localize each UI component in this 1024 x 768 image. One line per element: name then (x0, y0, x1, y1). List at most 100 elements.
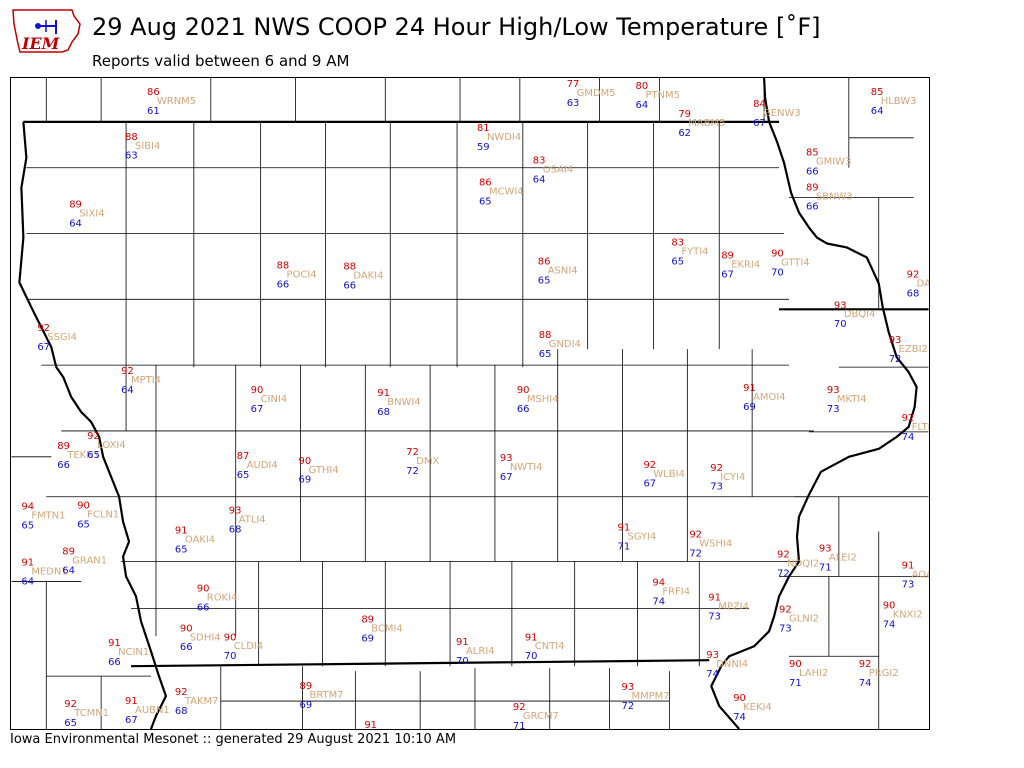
low-temp-label: 70 (771, 267, 784, 278)
low-temp-label: 69 (743, 402, 756, 413)
low-temp-label: 66 (806, 167, 819, 178)
map-title: 29 Aug 2021 NWS COOP 24 Hour High/Low Te… (92, 13, 821, 41)
station-id-label: WSHI4 (699, 539, 732, 550)
high-temp-label: 92 (902, 413, 915, 424)
station-id-label: CNTI4 (535, 641, 565, 652)
high-temp-label: 93 (834, 300, 847, 311)
station-id-label: TCMN1 (73, 708, 109, 719)
state-borders (18, 78, 929, 729)
high-temp-label: 92 (777, 550, 790, 561)
low-temp-label: 66 (277, 279, 290, 290)
high-temp-label: 93 (889, 335, 902, 346)
high-temp-label: 89 (300, 681, 313, 692)
high-temp-label: 91 (525, 632, 538, 643)
low-temp-label: 68 (907, 288, 920, 299)
low-temp-label: 65 (539, 349, 552, 360)
station-id-label: DBQI4 (844, 309, 876, 320)
low-temp-label: 71 (618, 542, 631, 553)
station-id-label: ALRI4 (466, 646, 495, 657)
low-temp-label: 67 (500, 472, 513, 483)
high-temp-label: 89 (57, 441, 70, 452)
high-temp-label: 91 (618, 523, 631, 534)
low-temp-label: 65 (479, 197, 492, 208)
station-id-label: WRNM5 (157, 96, 196, 107)
high-temp-label: 89 (361, 614, 374, 625)
station-id-label: NWDI4 (487, 132, 521, 143)
station-id-label: GMIW3 (816, 157, 851, 168)
station-id-label: ICYI4 (720, 472, 745, 483)
station-id-label: EKRI4 (731, 259, 760, 270)
low-temp-label: 72 (689, 549, 702, 560)
station-id-label: MCWI4 (489, 187, 524, 198)
station-id-label: NDQI2 (787, 558, 819, 569)
low-temp-label: 65 (538, 275, 551, 286)
high-temp-label: 89 (62, 547, 75, 558)
low-temp-label: 71 (819, 562, 832, 573)
high-temp-label: 94 (652, 577, 665, 588)
high-temp-label: 89 (69, 200, 82, 211)
high-temp-label: 93 (229, 506, 242, 517)
high-temp-label: 92 (643, 460, 656, 471)
station-id-label: FCLN1 (87, 510, 119, 521)
low-temp-label: 74 (706, 669, 719, 680)
station-id-label: DNNI4 (716, 659, 748, 670)
low-temp-label: 65 (671, 256, 684, 267)
low-temp-label: 64 (635, 100, 648, 111)
station-id-label: FMTN1 (31, 511, 65, 522)
high-temp-label: 92 (121, 366, 134, 377)
station-id-label: NCIN1 (118, 647, 149, 658)
station-id-label: SDHI4 (190, 632, 221, 643)
station-id-label: GTTI4 (781, 257, 810, 268)
high-temp-label: 83 (533, 156, 546, 167)
low-temp-label: 65 (175, 545, 188, 556)
high-temp-label: 90 (789, 659, 802, 670)
low-temp-label: 67 (643, 479, 656, 490)
station-id-label: GRCM7 (523, 711, 559, 722)
high-temp-label: 91 (743, 383, 756, 394)
station-id-label: GMDM5 (577, 88, 616, 99)
low-temp-label: 62 (678, 128, 691, 139)
low-temp-label: 65 (237, 470, 250, 481)
station-id-label: GNDI4 (549, 339, 581, 350)
high-temp-label: 92 (689, 530, 702, 541)
station-id-label: POCI4 (287, 269, 317, 280)
low-temp-label: 65 (21, 521, 34, 532)
low-temp-label: 71 (513, 721, 526, 730)
high-temp-label: 90 (251, 385, 264, 396)
station-aoai2: 91AOAI273 (902, 560, 929, 590)
station-id-label: MSHI4 (527, 394, 559, 405)
low-temp-label: 72 (406, 466, 419, 477)
low-temp-label: 72 (622, 701, 635, 712)
low-temp-label: 64 (121, 385, 134, 396)
high-temp-label: 86 (479, 178, 492, 189)
high-temp-label: 90 (517, 385, 530, 396)
station-id-label: ALEI2 (829, 553, 857, 564)
footer-credit: Iowa Environmental Mesonet :: generated … (10, 732, 457, 747)
station-id-label: CLDI4 (234, 641, 263, 652)
